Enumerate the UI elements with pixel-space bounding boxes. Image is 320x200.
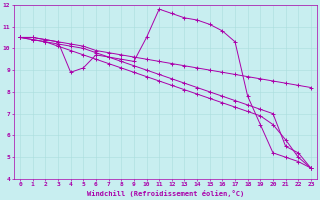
X-axis label: Windchill (Refroidissement éolien,°C): Windchill (Refroidissement éolien,°C) bbox=[87, 190, 244, 197]
